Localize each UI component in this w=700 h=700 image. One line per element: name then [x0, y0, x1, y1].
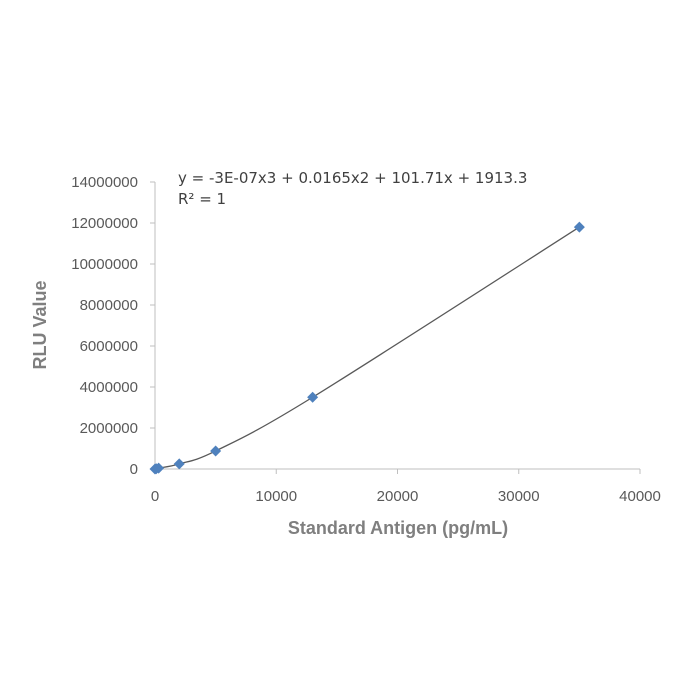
trendline — [154, 226, 580, 470]
y-tick-label: 2000000 — [80, 420, 138, 437]
y-tick-label: 4000000 — [80, 379, 138, 396]
data-point-marker — [307, 391, 319, 403]
y-axis-title: RLU Value — [30, 280, 50, 369]
r-squared-label: R² = 1 — [178, 190, 226, 208]
y-tick-label: 0 — [130, 461, 138, 478]
x-tick-label: 10000 — [255, 488, 297, 505]
y-tick-label: 10000000 — [71, 256, 138, 273]
y-tick-label: 12000000 — [71, 215, 138, 232]
x-ticks: 0 10000 20000 30000 40000 — [151, 469, 661, 505]
x-tick-label: 30000 — [498, 488, 540, 505]
data-point-marker — [153, 462, 165, 474]
y-tick-label: 6000000 — [80, 338, 138, 355]
trendline-equation: y = -3E-07x3 + 0.0165x2 + 101.71x + 1913… — [178, 169, 527, 187]
axes — [154, 182, 640, 470]
y-ticks: 0 2000000 4000000 6000000 8000000 10000000 120… — [71, 174, 155, 478]
x-axis-title: Standard Antigen (pg/mL) — [288, 518, 508, 538]
x-tick-label: 20000 — [377, 488, 419, 505]
y-tick-label: 8000000 — [80, 297, 138, 314]
data-point-marker — [573, 221, 585, 233]
data-point-marker — [173, 458, 185, 470]
y-tick-label: 14000000 — [71, 174, 138, 191]
x-tick-label: 40000 — [619, 488, 661, 505]
x-tick-label: 0 — [151, 488, 159, 505]
data-points — [149, 221, 585, 475]
data-point-marker — [210, 445, 222, 457]
